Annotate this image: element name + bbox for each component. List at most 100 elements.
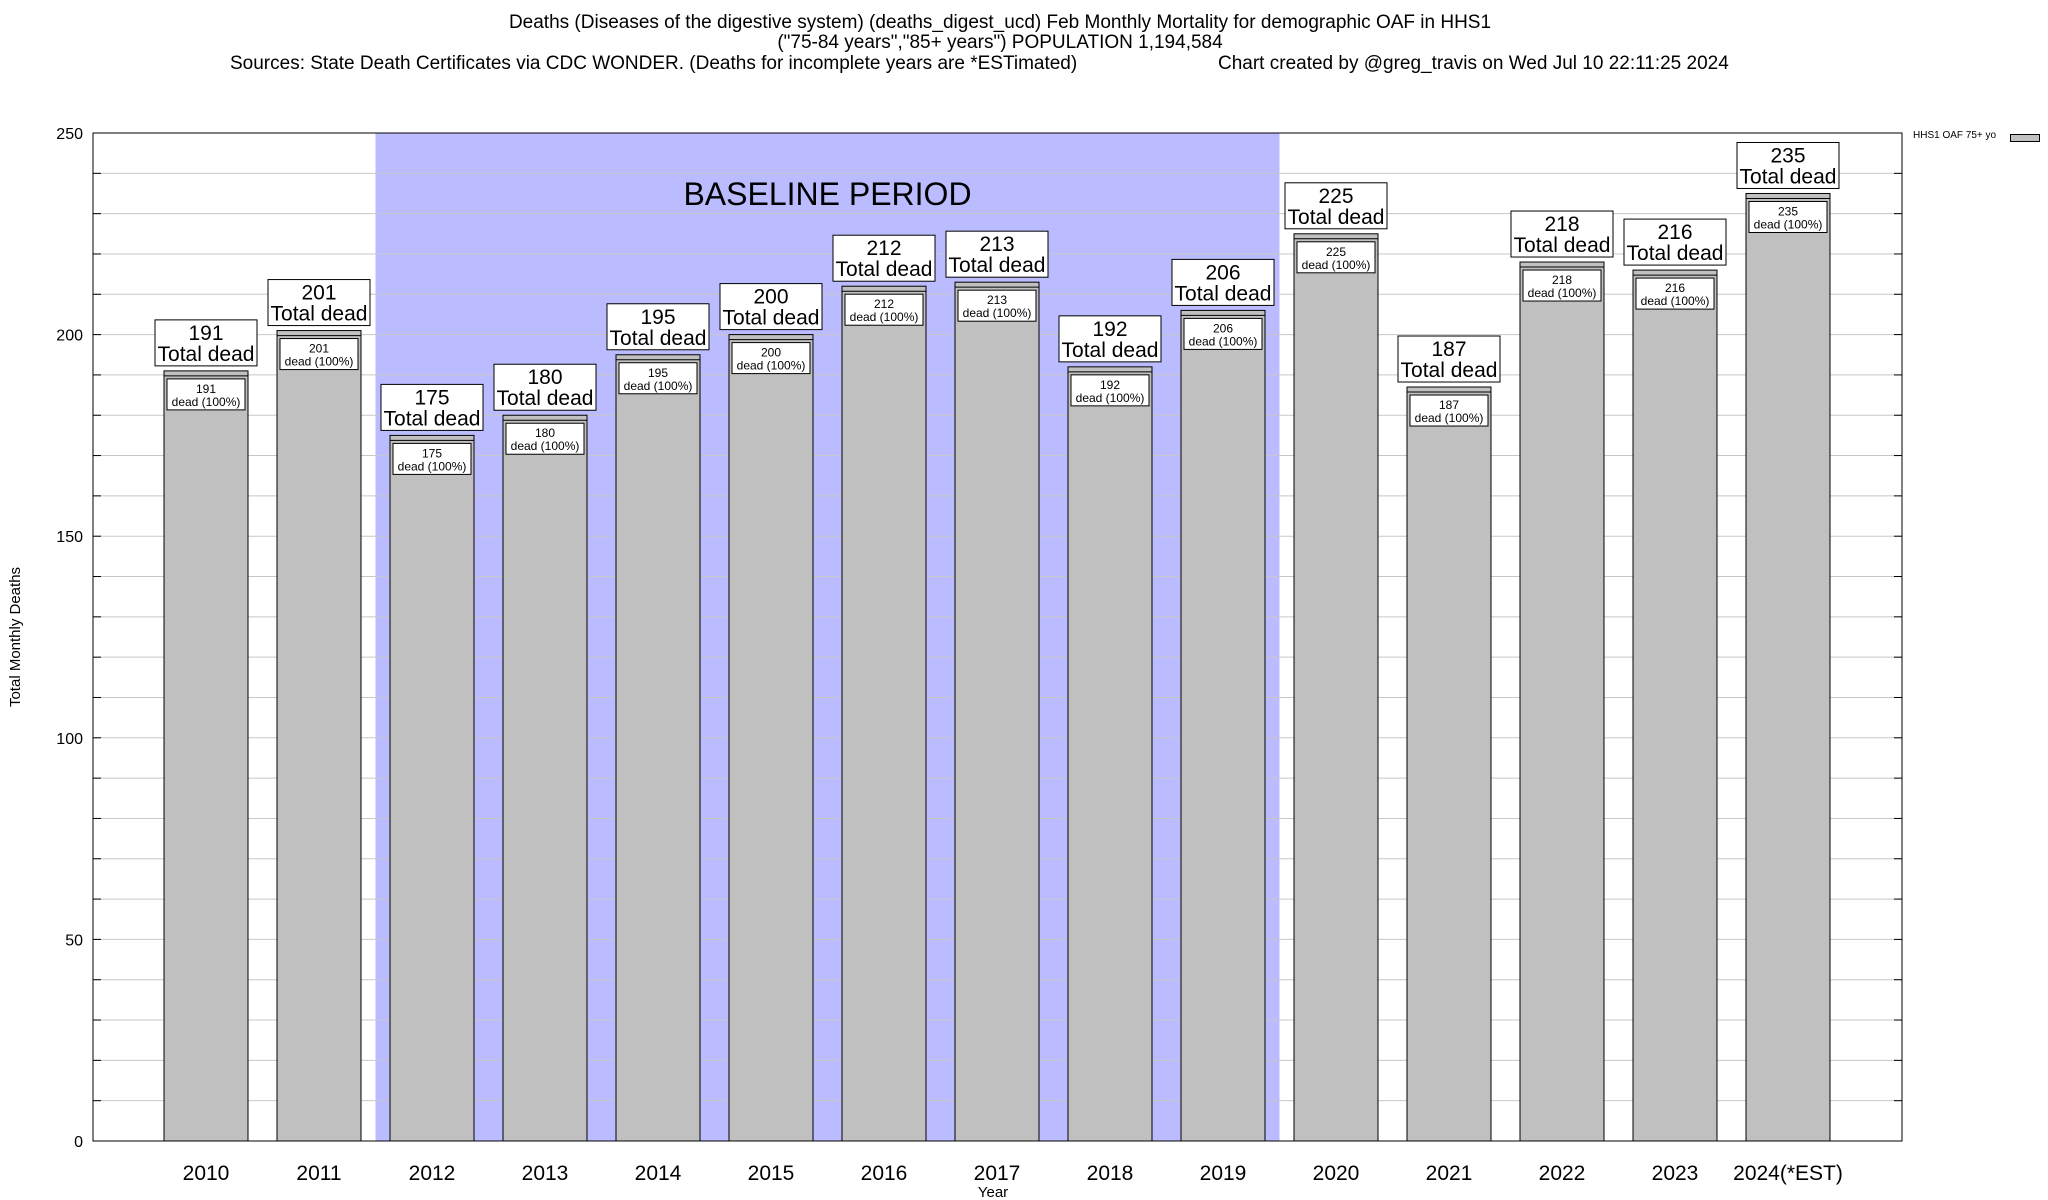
top-label-value: 180 (527, 366, 562, 389)
top-label-value: 191 (188, 322, 223, 345)
x-tick-label: 2016 (861, 1162, 908, 1185)
y-axis-label: Total Monthly Deaths (7, 567, 24, 707)
x-axis-label: Year (978, 1184, 1008, 1200)
top-label-box (1623, 218, 1727, 266)
inner-label-text: dead (100%) (963, 306, 1032, 320)
top-label-value: 225 (1318, 185, 1353, 208)
inner-label-value: 192 (1100, 378, 1120, 392)
top-label-text: Total dead (1175, 282, 1272, 305)
top-label-box (832, 234, 936, 282)
y-tick-label: 0 (74, 1134, 83, 1151)
top-label-text: Total dead (158, 343, 255, 366)
top-label-box (154, 319, 258, 367)
inner-label-value: 191 (196, 382, 216, 396)
chart-sources: Sources: State Death Certificates via CD… (230, 53, 1078, 74)
top-label-box (945, 230, 1049, 278)
legend-swatch (2010, 134, 2040, 142)
bar (728, 334, 814, 1142)
inner-label-box (505, 422, 585, 455)
bar (276, 330, 362, 1142)
inner-label-box (392, 442, 472, 475)
top-label-text: Total dead (723, 307, 820, 330)
x-tick-label: 2017 (974, 1162, 1021, 1185)
plot-frame (92, 132, 1903, 1142)
top-label-value: 192 (1092, 318, 1127, 341)
top-label-text: Total dead (1062, 339, 1159, 362)
top-label-box (1397, 335, 1501, 383)
y-tick-label: 250 (56, 126, 83, 143)
bar (389, 434, 475, 1142)
top-label-value: 212 (866, 237, 901, 260)
inner-label-box (279, 338, 359, 371)
inner-label-value: 195 (648, 366, 668, 380)
top-label-box (493, 363, 597, 411)
inner-label-text: dead (100%) (172, 395, 241, 409)
inner-label-value: 180 (535, 426, 555, 440)
inner-label-text: dead (100%) (1415, 411, 1484, 425)
top-label-box (1284, 182, 1388, 230)
inner-label-value: 213 (987, 293, 1007, 307)
y-tick-label: 150 (56, 529, 83, 546)
x-tick-label: 2013 (522, 1162, 569, 1185)
y-tick-label: 200 (56, 328, 83, 345)
bar (163, 370, 249, 1142)
x-tick-label: 2023 (1652, 1162, 1699, 1185)
inner-label-text: dead (100%) (1076, 391, 1145, 405)
top-label-value: 175 (414, 386, 449, 409)
chart-credit: Chart created by @greg_travis on Wed Jul… (1218, 53, 1729, 74)
top-label-value: 200 (753, 286, 788, 309)
baseline-period-label: BASELINE PERIOD (683, 176, 971, 212)
legend-label: HHS1 OAF 75+ yo (1913, 130, 1997, 141)
inner-label-value: 201 (309, 342, 329, 356)
x-tick-label: 2014 (635, 1162, 682, 1185)
bar (502, 414, 588, 1142)
bar (615, 354, 701, 1142)
inner-label-text: dead (100%) (511, 439, 580, 453)
bar (1180, 309, 1266, 1142)
inner-label-value: 225 (1326, 245, 1346, 259)
inner-label-text: dead (100%) (285, 355, 354, 369)
inner-label-value: 216 (1665, 281, 1685, 295)
top-label-box (1171, 258, 1275, 306)
top-label-text: Total dead (1288, 206, 1385, 229)
inner-label-text: dead (100%) (737, 359, 806, 373)
x-tick-label: 2019 (1200, 1162, 1247, 1185)
x-tick-label: 2021 (1426, 1162, 1473, 1185)
top-label-value: 187 (1431, 338, 1466, 361)
top-label-box (380, 383, 484, 431)
top-label-value: 206 (1205, 261, 1240, 284)
chart-title-line1: Deaths (Diseases of the digestive system… (508, 12, 1492, 33)
inner-label-box (1296, 241, 1376, 274)
inner-label-text: dead (100%) (398, 459, 467, 473)
inner-label-value: 235 (1778, 204, 1798, 218)
inner-label-text: dead (100%) (1189, 334, 1258, 348)
inner-label-box (844, 293, 924, 326)
top-label-box (1058, 315, 1162, 363)
top-label-box (719, 283, 823, 331)
inner-label-box (1522, 269, 1602, 302)
inner-label-value: 187 (1439, 398, 1459, 412)
y-tick-label: 100 (56, 731, 83, 748)
bar (954, 281, 1040, 1142)
inner-label-box (1635, 277, 1715, 310)
top-label-text: Total dead (1401, 359, 1498, 382)
bar (1632, 269, 1718, 1142)
inner-label-text: dead (100%) (1302, 258, 1371, 272)
inner-label-value: 212 (874, 297, 894, 311)
x-tick-label: 2018 (1087, 1162, 1134, 1185)
chart-title-line2: ("75-84 years","85+ years") POPULATION 1… (777, 32, 1223, 53)
inner-label-box (1409, 394, 1489, 427)
top-label-value: 195 (640, 306, 675, 329)
top-label-box (1510, 210, 1614, 258)
inner-label-text: dead (100%) (624, 379, 693, 393)
inner-label-box (1183, 317, 1263, 350)
inner-label-box (957, 289, 1037, 322)
inner-label-text: dead (100%) (1641, 294, 1710, 308)
inner-label-box (1748, 200, 1828, 233)
inner-label-value: 200 (761, 346, 781, 360)
top-label-value: 213 (979, 233, 1014, 256)
top-label-box (267, 279, 371, 327)
top-label-text: Total dead (271, 303, 368, 326)
inner-label-box (618, 362, 698, 395)
